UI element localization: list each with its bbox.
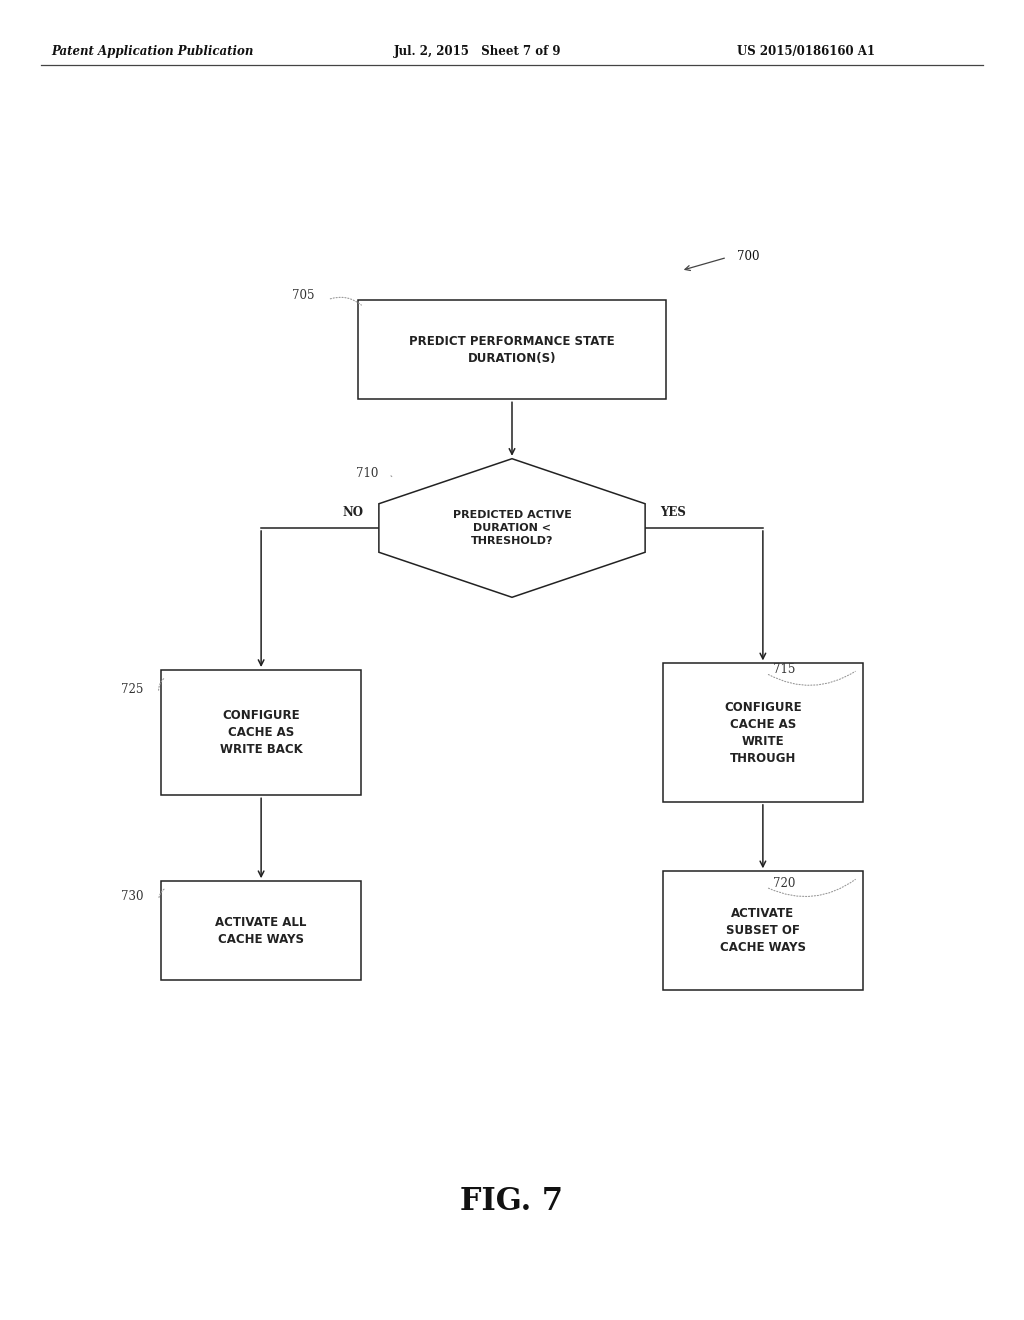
Bar <box>664 871 862 990</box>
Text: 710: 710 <box>356 467 379 480</box>
Text: PREDICTED ACTIVE
DURATION <
THRESHOLD?: PREDICTED ACTIVE DURATION < THRESHOLD? <box>453 510 571 546</box>
Text: 730: 730 <box>121 890 143 903</box>
Text: 720: 720 <box>773 876 796 890</box>
Text: 705: 705 <box>292 289 314 302</box>
Bar <box>162 669 361 795</box>
Text: FIG. 7: FIG. 7 <box>461 1185 563 1217</box>
Text: ACTIVATE
SUBSET OF
CACHE WAYS: ACTIVATE SUBSET OF CACHE WAYS <box>720 907 806 954</box>
Bar <box>664 663 862 801</box>
Text: CONFIGURE
CACHE AS
WRITE
THROUGH: CONFIGURE CACHE AS WRITE THROUGH <box>724 701 802 764</box>
Bar <box>358 300 666 399</box>
Text: Jul. 2, 2015   Sheet 7 of 9: Jul. 2, 2015 Sheet 7 of 9 <box>394 45 562 58</box>
Polygon shape <box>379 459 645 597</box>
Text: 715: 715 <box>773 663 796 676</box>
Text: ACTIVATE ALL
CACHE WAYS: ACTIVATE ALL CACHE WAYS <box>215 916 307 945</box>
Text: 725: 725 <box>121 682 143 696</box>
Bar <box>162 882 361 979</box>
Text: 700: 700 <box>737 249 760 263</box>
Text: PREDICT PERFORMANCE STATE
DURATION(S): PREDICT PERFORMANCE STATE DURATION(S) <box>410 335 614 364</box>
Text: YES: YES <box>660 506 686 519</box>
Text: US 2015/0186160 A1: US 2015/0186160 A1 <box>737 45 876 58</box>
Text: NO: NO <box>342 506 364 519</box>
Text: CONFIGURE
CACHE AS
WRITE BACK: CONFIGURE CACHE AS WRITE BACK <box>220 709 302 756</box>
Text: Patent Application Publication: Patent Application Publication <box>51 45 254 58</box>
